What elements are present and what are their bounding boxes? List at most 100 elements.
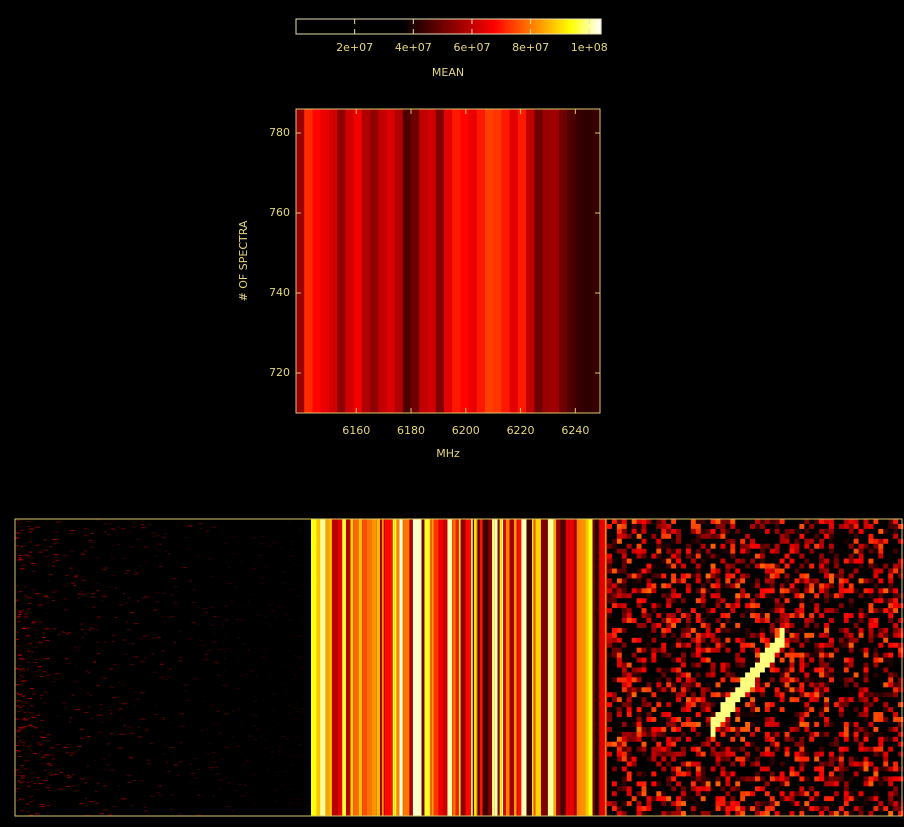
- speckle: [73, 585, 77, 587]
- pixel: [685, 583, 692, 589]
- speckle: [151, 597, 155, 599]
- pixel: [784, 627, 790, 634]
- pixel: [883, 667, 889, 673]
- speckle: [38, 551, 43, 553]
- speckle: [199, 639, 204, 641]
- pixel: [611, 741, 618, 747]
- pixel: [819, 781, 825, 787]
- pixel: [720, 538, 726, 545]
- pixel: [661, 697, 667, 703]
- colorbar-cell: [448, 19, 452, 34]
- pixel: [621, 618, 628, 624]
- pixel: [755, 662, 761, 668]
- pixel: [804, 523, 810, 530]
- speckle: [40, 805, 45, 807]
- pixel: [794, 781, 800, 787]
- pixel: [646, 811, 652, 817]
- colorbar-cell: [594, 19, 598, 34]
- colorbar-cell: [334, 19, 338, 34]
- pixel: [853, 548, 859, 554]
- pixel: [671, 771, 677, 777]
- pixel: [779, 578, 785, 584]
- speckle: [272, 542, 277, 544]
- pixel: [888, 806, 894, 812]
- pixel: [651, 608, 657, 614]
- speckle: [17, 615, 21, 617]
- pixel: [607, 712, 613, 718]
- pixel: [789, 548, 795, 554]
- speckle: [161, 650, 165, 652]
- speckle: [126, 775, 132, 777]
- pixel: [888, 756, 894, 762]
- stripe: [547, 519, 554, 816]
- speckle: [143, 810, 149, 812]
- speckle: [192, 605, 196, 607]
- speckle: [50, 747, 55, 749]
- speckle: [67, 631, 71, 633]
- pixel: [789, 712, 795, 718]
- speckle: [15, 648, 20, 650]
- pixel: [799, 702, 805, 708]
- speckle: [75, 649, 80, 651]
- pixel: [631, 796, 637, 802]
- pixel: [710, 588, 716, 594]
- speckle: [152, 532, 157, 534]
- pixel: [636, 543, 642, 549]
- pixel: [631, 667, 637, 673]
- pixel: [809, 519, 815, 525]
- pixel: [735, 791, 741, 797]
- pixel: [814, 573, 820, 579]
- pixel: [705, 632, 711, 639]
- pixel: [631, 776, 637, 782]
- pixel: [621, 726, 628, 733]
- pixel: [705, 578, 711, 584]
- stripe: [543, 519, 548, 816]
- pixel: [666, 563, 672, 569]
- pixel: [720, 731, 726, 738]
- pixel: [651, 672, 657, 678]
- heatmap-column: [509, 109, 519, 413]
- pixel: [784, 632, 790, 639]
- colorbar-label: MEAN: [432, 66, 464, 79]
- pixel: [799, 657, 805, 663]
- speckle: [53, 773, 59, 775]
- speckle: [94, 759, 97, 761]
- speckle: [39, 744, 42, 746]
- speckle: [297, 656, 302, 658]
- pixel: [774, 781, 780, 787]
- pixel: [898, 726, 904, 733]
- pixel: [814, 568, 820, 574]
- pixel: [769, 533, 776, 540]
- pixel: [700, 593, 706, 599]
- pixel: [666, 707, 672, 713]
- speckle: [158, 785, 162, 787]
- pixel: [814, 528, 820, 535]
- pixel: [779, 746, 785, 752]
- pixel: [700, 538, 706, 545]
- pixel: [819, 717, 825, 723]
- pixel: [730, 558, 736, 564]
- pixel: [621, 603, 628, 609]
- pixel: [774, 741, 780, 747]
- pixel: [636, 677, 642, 683]
- pixel: [769, 692, 776, 698]
- speckle: [192, 758, 198, 760]
- speckle: [121, 684, 125, 686]
- pixel: [740, 776, 746, 782]
- pixel: [700, 523, 706, 530]
- pixel: [735, 811, 741, 817]
- pixel: [888, 647, 894, 653]
- pixel: [745, 811, 751, 817]
- pixel: [833, 603, 840, 609]
- pixel: [819, 533, 825, 540]
- pixel: [740, 608, 746, 614]
- pixel: [730, 726, 736, 733]
- pixel: [833, 563, 840, 569]
- pixel: [755, 736, 761, 743]
- pixel: [873, 736, 879, 743]
- pixel: [759, 642, 766, 648]
- speckle: [287, 589, 292, 591]
- pixel: [769, 766, 776, 772]
- pixel: [838, 697, 845, 703]
- pixel: [893, 702, 899, 708]
